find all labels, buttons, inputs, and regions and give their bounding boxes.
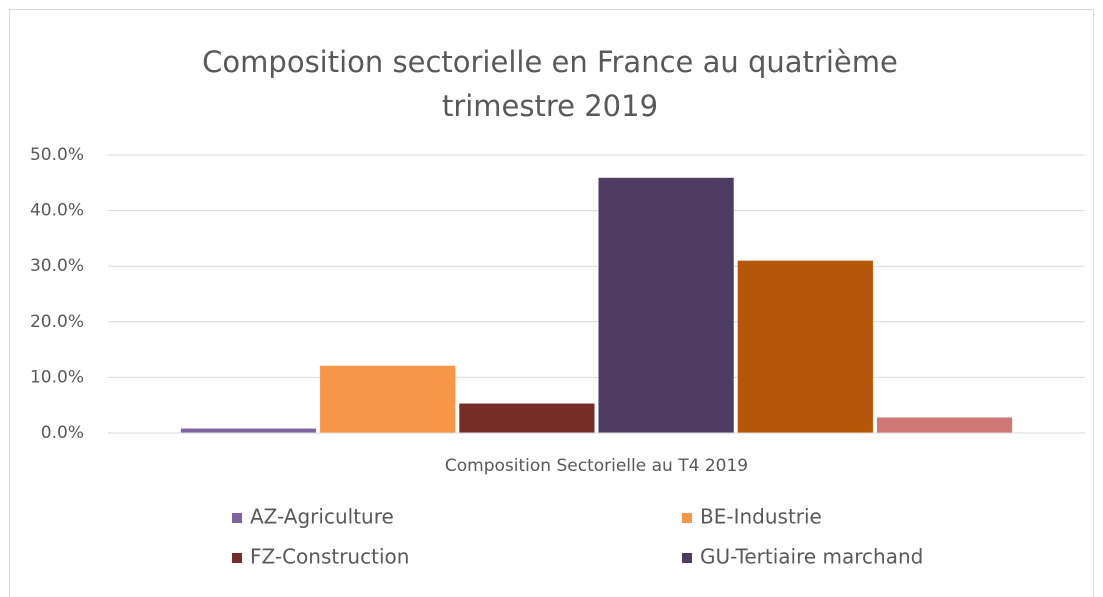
chart-border (9, 9, 1094, 597)
bar (180, 428, 317, 433)
bar (737, 260, 873, 433)
y-tick-label: 40.0% (30, 201, 84, 221)
bar (876, 417, 1013, 433)
chart-title: Composition sectorielle en France au qua… (202, 45, 898, 123)
legend-label: BE-Industrie (700, 505, 822, 529)
legend-marker (682, 513, 692, 523)
legend-marker (232, 513, 242, 523)
bar (320, 365, 456, 433)
y-tick-label: 50.0% (30, 145, 84, 165)
y-tick-label: 0.0% (41, 423, 84, 443)
y-tick-label: 30.0% (30, 256, 84, 276)
legend-marker (232, 553, 242, 563)
y-tick-label: 10.0% (30, 367, 84, 387)
x-tick-label: Composition Sectorielle au T4 2019 (445, 456, 748, 476)
legend-label: AZ-Agriculture (250, 505, 394, 529)
legend-marker (682, 553, 692, 563)
bar (598, 177, 734, 433)
legend-label: GU-Tertiaire marchand (700, 545, 923, 569)
y-tick-label: 20.0% (30, 312, 84, 332)
legend-label: FZ-Construction (250, 545, 409, 569)
bar (459, 403, 595, 433)
